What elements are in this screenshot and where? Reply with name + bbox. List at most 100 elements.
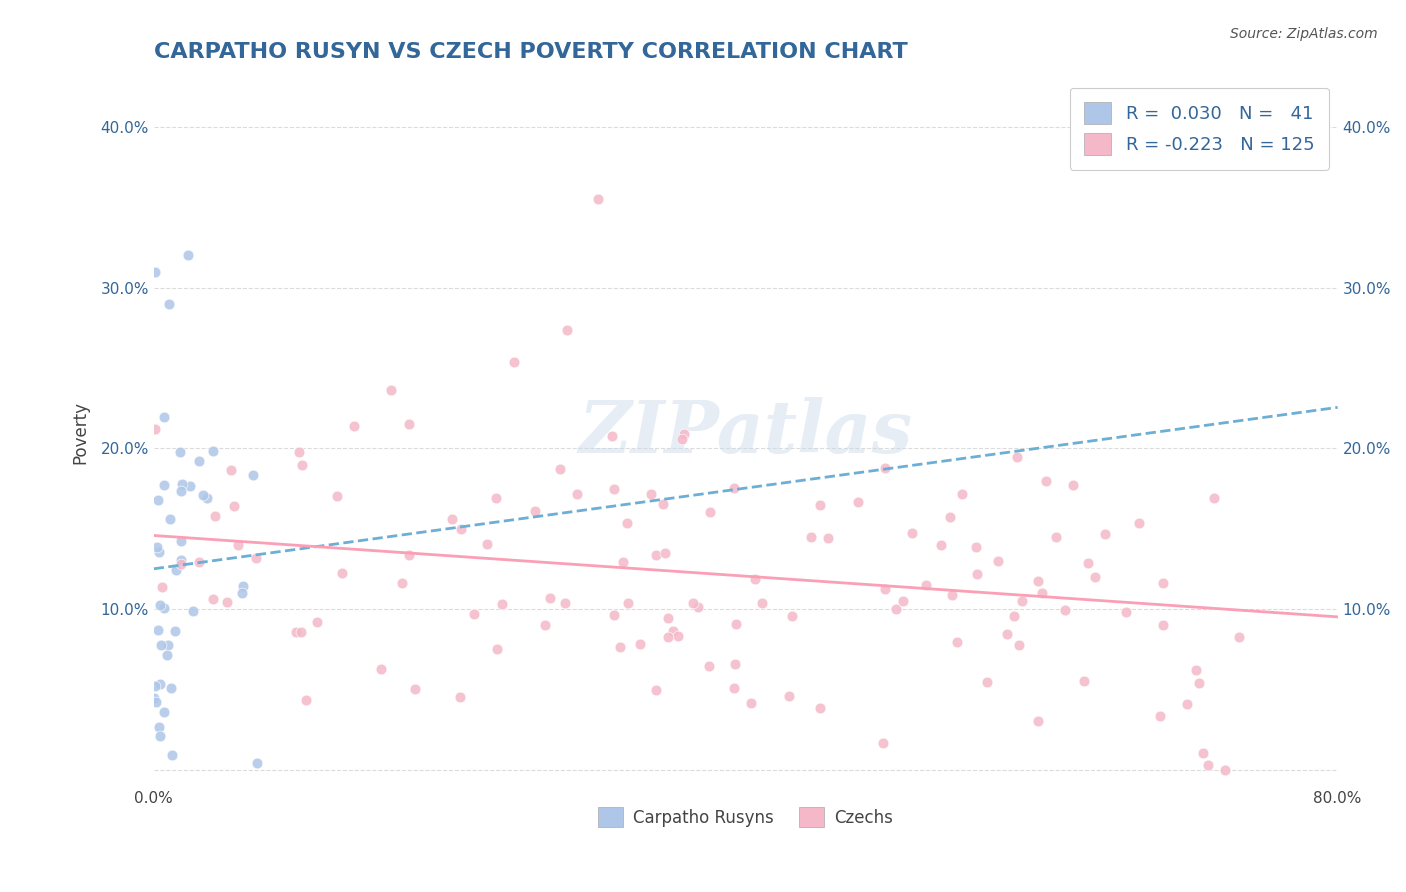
Point [491, 598, 513, 612]
Point [398, 417, 420, 432]
Point [872, 736, 894, 750]
Point [1045, 530, 1067, 544]
Point [326, 489, 349, 503]
Point [148, 720, 170, 734]
Point [170, 534, 193, 549]
Point [666, 629, 689, 643]
Point [723, 681, 745, 695]
Point [228, 538, 250, 552]
Point [170, 553, 193, 567]
Point [156, 638, 179, 652]
Point [380, 383, 402, 397]
Point [1227, 630, 1250, 644]
Point [891, 594, 914, 608]
Point [181, 604, 204, 618]
Point [1128, 516, 1150, 530]
Point [450, 522, 472, 536]
Point [149, 730, 172, 744]
Point [600, 429, 623, 443]
Point [143, 691, 166, 706]
Point [1031, 586, 1053, 600]
Point [143, 422, 166, 436]
Point [740, 696, 762, 710]
Point [153, 478, 176, 492]
Point [145, 695, 167, 709]
Point [153, 409, 176, 424]
Point [1197, 757, 1219, 772]
Point [645, 683, 668, 698]
Point [724, 617, 747, 632]
Point [616, 516, 638, 530]
Point [370, 662, 392, 676]
Point [156, 648, 179, 662]
Point [723, 481, 745, 495]
Point [817, 531, 839, 545]
Point [149, 598, 172, 612]
Point [160, 681, 183, 696]
Point [177, 248, 200, 262]
Point [751, 596, 773, 610]
Point [875, 582, 897, 596]
Point [170, 477, 193, 491]
Point [1175, 698, 1198, 712]
Point [201, 591, 224, 606]
Point [965, 541, 987, 555]
Point [1185, 663, 1208, 677]
Point [290, 458, 312, 472]
Point [950, 486, 973, 500]
Point [654, 545, 676, 559]
Point [179, 478, 201, 492]
Point [846, 495, 869, 509]
Point [724, 657, 747, 671]
Point [778, 689, 800, 703]
Point [150, 580, 173, 594]
Point [1115, 605, 1137, 619]
Text: CARPATHO RUSYN VS CZECH POVERTY CORRELATION CHART: CARPATHO RUSYN VS CZECH POVERTY CORRELAT… [153, 42, 907, 62]
Point [294, 693, 316, 707]
Point [652, 497, 675, 511]
Point [1011, 593, 1033, 607]
Point [485, 491, 508, 506]
Point [149, 639, 172, 653]
Point [245, 550, 267, 565]
Point [609, 640, 631, 654]
Point [195, 491, 218, 505]
Point [145, 540, 167, 554]
Point [404, 682, 426, 697]
Point [699, 506, 721, 520]
Point [305, 615, 328, 629]
Point [682, 596, 704, 610]
Point [219, 463, 242, 477]
Point [1002, 608, 1025, 623]
Point [995, 626, 1018, 640]
Point [657, 630, 679, 644]
Point [548, 462, 571, 476]
Point [628, 636, 651, 650]
Point [657, 611, 679, 625]
Point [485, 642, 508, 657]
Point [1152, 617, 1174, 632]
Point [391, 575, 413, 590]
Point [534, 617, 557, 632]
Point [612, 555, 634, 569]
Point [1094, 527, 1116, 541]
Point [808, 701, 831, 715]
Point [330, 566, 353, 580]
Point [502, 355, 524, 369]
Point [1062, 478, 1084, 492]
Point [343, 419, 366, 434]
Point [165, 624, 187, 638]
Point [640, 486, 662, 500]
Point [146, 492, 169, 507]
Point [284, 624, 307, 639]
Point [1084, 570, 1107, 584]
Point [617, 596, 640, 610]
Point [222, 499, 245, 513]
Point [915, 577, 938, 591]
Point [945, 635, 967, 649]
Point [800, 530, 823, 544]
Point [1152, 575, 1174, 590]
Point [671, 432, 693, 446]
Point [780, 608, 803, 623]
Point [1191, 746, 1213, 760]
